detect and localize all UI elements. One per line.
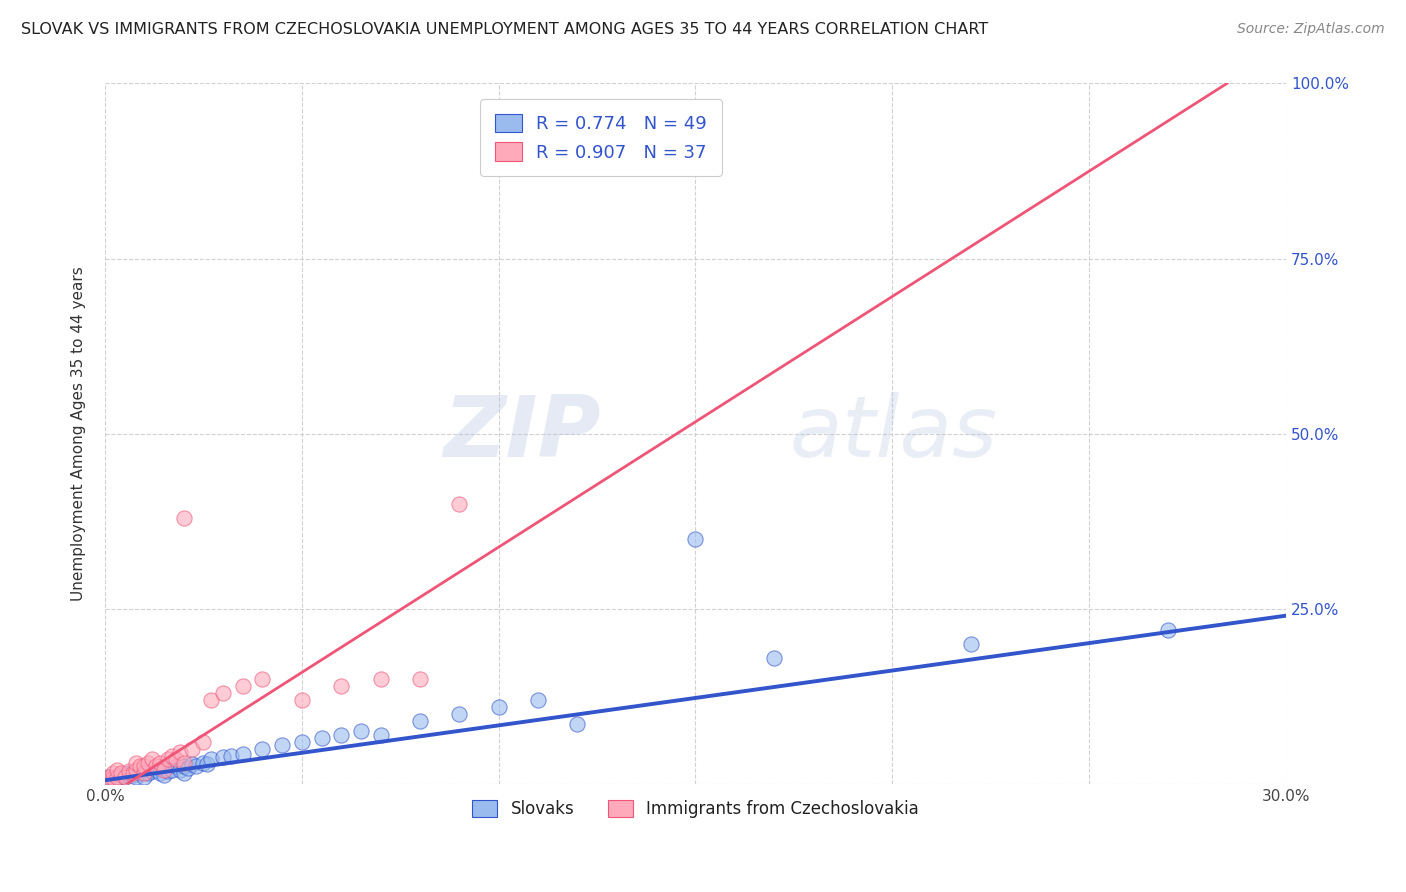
Text: ZIP: ZIP: [443, 392, 600, 475]
Point: [160, 763, 183, 777]
Point: [129, 759, 152, 773]
Point: [149, 766, 172, 780]
Point: [291, 692, 314, 706]
Point: [219, 748, 242, 763]
Point: [350, 724, 373, 739]
Point: [114, 770, 136, 784]
Point: [409, 714, 432, 728]
Point: [212, 686, 235, 700]
Point: [117, 764, 139, 778]
Point: [134, 763, 156, 777]
Point: [153, 763, 176, 777]
Point: [195, 757, 218, 772]
Point: [105, 770, 128, 784]
Point: [125, 756, 148, 770]
Point: [527, 692, 550, 706]
Point: [252, 741, 274, 756]
Point: [110, 766, 132, 780]
Point: [134, 759, 156, 773]
Point: [114, 770, 136, 784]
Point: [105, 763, 128, 777]
Point: [763, 650, 786, 665]
Point: [252, 672, 274, 686]
Point: [125, 764, 148, 778]
Point: [200, 692, 222, 706]
Point: [330, 679, 353, 693]
Point: [134, 770, 156, 784]
Point: [370, 672, 392, 686]
Point: [136, 756, 159, 770]
Text: Source: ZipAtlas.com: Source: ZipAtlas.com: [1237, 22, 1385, 37]
Point: [117, 766, 139, 780]
Point: [156, 752, 179, 766]
Point: [97, 770, 120, 784]
Point: [165, 759, 187, 773]
Text: atlas: atlas: [790, 392, 998, 475]
Point: [173, 766, 195, 780]
Point: [101, 766, 124, 780]
Point: [184, 759, 207, 773]
Point: [449, 706, 471, 721]
Point: [567, 717, 589, 731]
Point: [160, 748, 183, 763]
Point: [136, 766, 159, 780]
Point: [97, 773, 120, 788]
Point: [173, 510, 195, 524]
Point: [232, 747, 254, 762]
Point: [101, 771, 124, 785]
Point: [125, 763, 148, 777]
Point: [488, 699, 510, 714]
Point: [105, 771, 128, 785]
Text: SLOVAK VS IMMIGRANTS FROM CZECHOSLOVAKIA UNEMPLOYMENT AMONG AGES 35 TO 44 YEARS : SLOVAK VS IMMIGRANTS FROM CZECHOSLOVAKIA…: [21, 22, 988, 37]
Point: [173, 759, 195, 773]
Y-axis label: Unemployment Among Ages 35 to 44 years: Unemployment Among Ages 35 to 44 years: [72, 266, 86, 601]
Point: [232, 679, 254, 693]
Point: [145, 759, 167, 773]
Point: [169, 745, 191, 759]
Point: [291, 735, 314, 749]
Point: [97, 770, 120, 784]
Point: [180, 757, 202, 772]
Point: [153, 761, 176, 775]
Point: [173, 756, 195, 770]
Point: [193, 756, 215, 770]
Point: [141, 764, 163, 778]
Point: [409, 672, 432, 686]
Point: [121, 766, 143, 780]
Point: [110, 768, 132, 782]
Point: [212, 750, 235, 764]
Point: [685, 532, 707, 546]
Point: [200, 752, 222, 766]
Point: [129, 766, 152, 780]
Point: [370, 728, 392, 742]
Point: [180, 741, 202, 756]
Point: [169, 763, 191, 777]
Point: [97, 773, 120, 788]
Point: [165, 752, 187, 766]
Point: [125, 770, 148, 784]
Point: [193, 735, 215, 749]
Point: [176, 761, 198, 775]
Point: [141, 752, 163, 766]
Point: [311, 731, 333, 746]
Legend: Slovaks, Immigrants from Czechoslovakia: Slovaks, Immigrants from Czechoslovakia: [465, 793, 925, 824]
Point: [1157, 623, 1180, 637]
Point: [153, 768, 176, 782]
Point: [149, 756, 172, 770]
Point: [449, 497, 471, 511]
Point: [134, 766, 156, 780]
Point: [330, 728, 353, 742]
Point: [156, 764, 179, 778]
Point: [145, 763, 167, 777]
Point: [271, 738, 294, 752]
Point: [960, 637, 983, 651]
Point: [121, 768, 143, 782]
